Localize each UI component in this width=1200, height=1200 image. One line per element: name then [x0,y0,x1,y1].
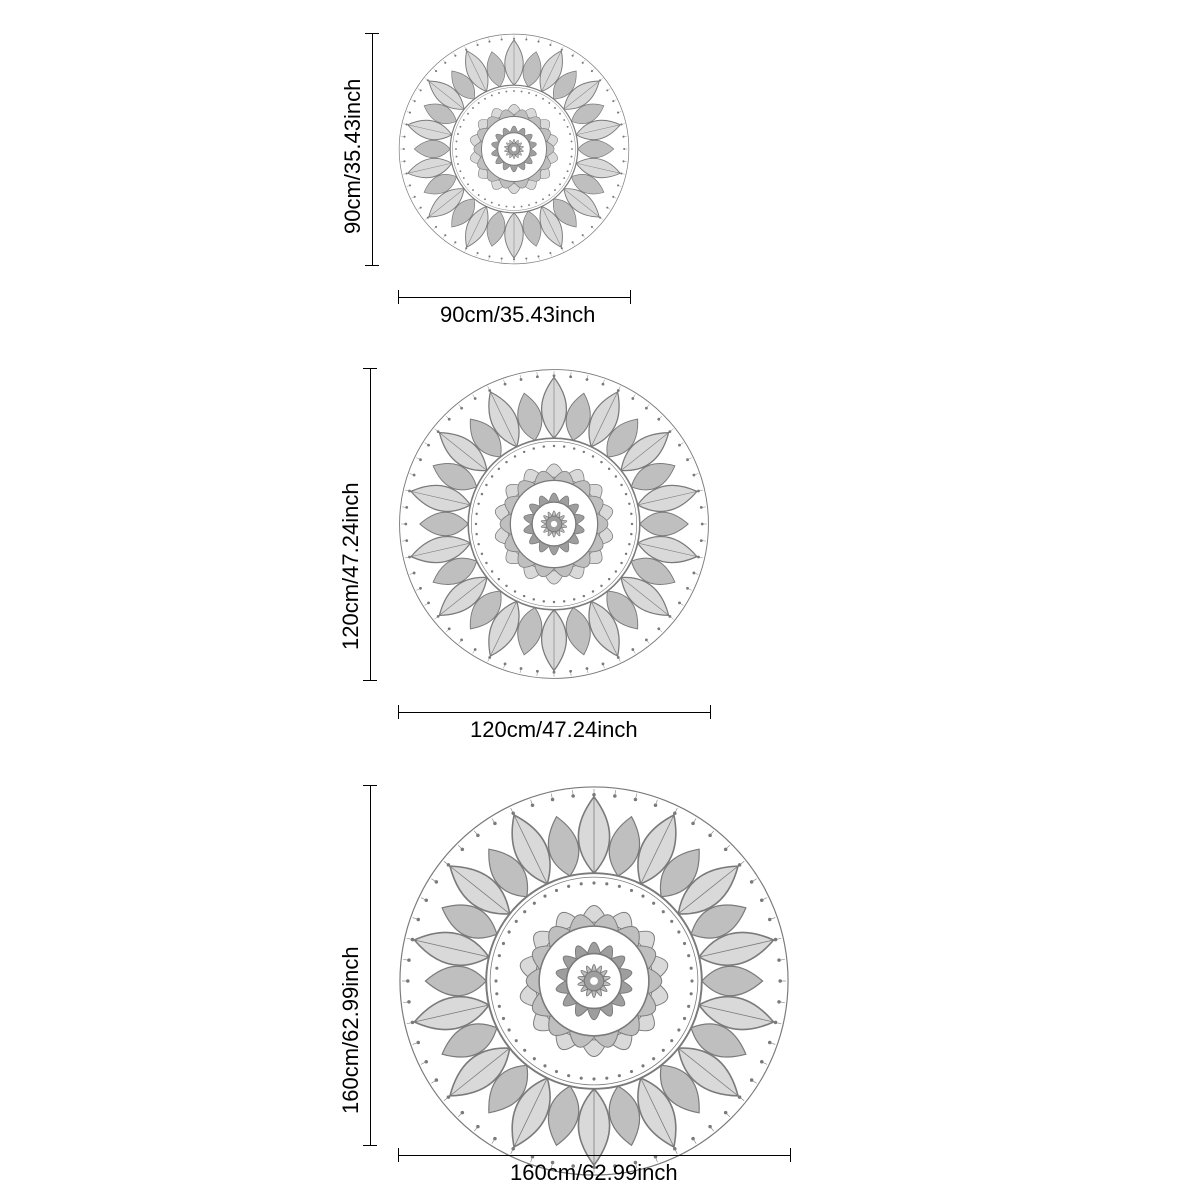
h-dim-line-size-90 [398,297,630,298]
v-dim-label-size-90: 90cm/35.43inch [340,60,366,252]
v-dim-tick-size-120 [363,680,377,681]
h-dim-label-size-90: 90cm/35.43inch [440,302,595,328]
v-dim-label-size-160: 160cm/62.99inch [338,870,364,1190]
h-dim-tick-size-160 [790,1148,791,1162]
v-dim-line-size-160 [370,785,371,1145]
v-dim-tick-size-90 [365,265,379,266]
mandala-size-160 [398,785,790,1177]
h-dim-label-size-120: 120cm/47.24inch [470,717,638,743]
h-dim-tick-size-120 [398,705,399,719]
h-dim-label-size-160: 160cm/62.99inch [510,1160,678,1186]
h-dim-tick-size-90 [630,290,631,304]
v-dim-line-size-90 [372,33,373,265]
h-dim-line-size-160 [398,1155,790,1156]
mandala-size-120 [398,368,710,680]
v-dim-tick-size-160 [363,785,377,786]
h-dim-tick-size-90 [398,290,399,304]
h-dim-tick-size-120 [710,705,711,719]
v-dim-tick-size-160 [363,1145,377,1146]
mandala-size-90 [398,33,630,265]
v-dim-label-size-120: 120cm/47.24inch [338,430,364,702]
v-dim-line-size-120 [370,368,371,680]
v-dim-tick-size-120 [363,368,377,369]
h-dim-line-size-120 [398,712,710,713]
h-dim-tick-size-160 [398,1148,399,1162]
v-dim-tick-size-90 [365,33,379,34]
